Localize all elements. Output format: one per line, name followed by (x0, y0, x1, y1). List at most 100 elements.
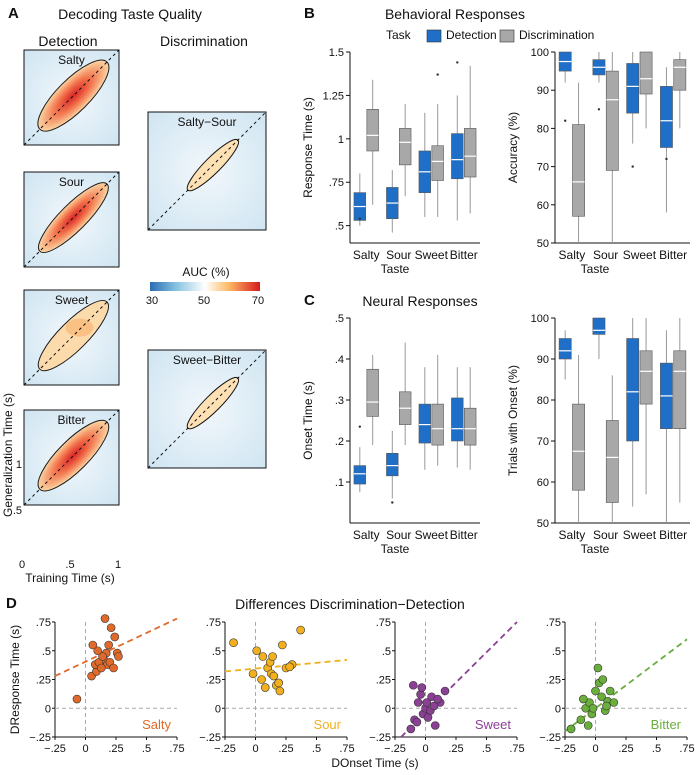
category-label: Sweet (415, 528, 449, 542)
taste-label: Sour (314, 717, 342, 732)
data-point (110, 632, 120, 642)
data-point (429, 701, 439, 711)
scatter-D-bitter: −.25−.25 0 0 .25 .25 .5 .5 .75 .75 Bitter (539, 617, 694, 755)
category-label: Bitter (450, 248, 478, 262)
box-discrimination (366, 368, 379, 417)
diagonal-line (23, 289, 120, 386)
x-tick-label: −.25 (554, 743, 576, 755)
data-point (597, 692, 606, 702)
box-detection (451, 397, 464, 442)
data-point (97, 663, 106, 673)
data-point (257, 675, 266, 684)
data-point (578, 694, 588, 704)
data-point (598, 675, 608, 684)
category-label: Sweet (623, 248, 657, 262)
discrimination-column-title: Discrimination (160, 33, 248, 49)
diagonal-line (23, 49, 120, 146)
legend-swatch-detection (426, 29, 442, 43)
y-tick-label: −.25 (369, 732, 391, 744)
c-left-taste-label: Taste (381, 542, 410, 556)
y-tick-label: .25 (36, 675, 51, 687)
box-discrimination (366, 109, 379, 152)
y-axis-label: Onset Time (s) (301, 381, 315, 460)
b-left-taste-label: Taste (381, 262, 410, 276)
panel-c-title: Neural Responses (362, 293, 477, 309)
box-detection (592, 317, 606, 335)
data-point (268, 652, 277, 661)
box-discrimination (464, 407, 477, 446)
data-point (106, 623, 116, 633)
disc-map-label: Sweet−Bitter (173, 353, 241, 367)
outlier-point (631, 165, 634, 168)
outlier-point (597, 108, 601, 111)
panel-a-ytick-1: 1 (16, 459, 22, 471)
box-discrimination (572, 124, 585, 217)
data-point (248, 669, 258, 679)
colorbar-gradient (150, 282, 260, 291)
disc-map-label: Salty−Sour (177, 115, 236, 129)
data-point (412, 717, 422, 727)
data-point (88, 640, 98, 650)
map-label-sour: Sour (59, 175, 84, 189)
y-axis-label: Accuracy (%) (506, 112, 520, 183)
y-axis-label: DResponse Time (s) (8, 625, 22, 734)
data-point (430, 721, 440, 730)
y-tick-label: 60 (537, 200, 549, 212)
panel-a-xlabel: Training Time (s) (25, 571, 115, 585)
box-detection (626, 63, 640, 114)
data-point (100, 614, 110, 623)
y-tick-label: .25 (206, 675, 221, 687)
outlier-point (456, 61, 459, 64)
y-tick-label: 50 (537, 518, 549, 530)
x-tick-label: 0 (82, 743, 88, 755)
data-point (72, 694, 82, 704)
data-point (408, 680, 418, 690)
y-tick-label: .2 (335, 436, 344, 448)
y-tick-label: 0 (45, 703, 51, 715)
box-discrimination (431, 403, 444, 446)
x-tick-label: 0 (422, 743, 428, 755)
category-label: Bitter (450, 528, 478, 542)
category-label: Sour (593, 528, 618, 542)
x-axis-label: DOnset Time (s) (331, 756, 418, 770)
category-label: Salty (353, 248, 380, 262)
y-tick-label: 0 (215, 703, 221, 715)
outlier-point (358, 425, 362, 428)
task-legend: Task Detection Discrimination (386, 28, 594, 43)
x-tick-label: .5 (142, 743, 151, 755)
box-detection (660, 86, 673, 148)
data-point (433, 694, 443, 704)
y-tick-label: −.25 (29, 732, 51, 744)
map-label-sweet: Sweet (55, 293, 89, 307)
y-tick-label: .4 (335, 354, 344, 366)
map-label-bitter: Bitter (57, 413, 85, 427)
data-point (583, 721, 593, 730)
x-tick-label: .5 (312, 743, 321, 755)
panel-a-xtick-mid: .5 (65, 559, 74, 571)
box-discrimination (605, 420, 619, 503)
y-tick-label: 1.25 (323, 90, 344, 102)
boxplot-B-acc: 50 60 70 80 90 100 Accuracy (%) Salty Sour Sweet B… (506, 47, 690, 262)
box-discrimination (399, 128, 412, 166)
diagonal-line (147, 349, 267, 469)
panel-a-ylabel: Generalization Time (s) (1, 393, 15, 517)
x-tick-label: .25 (618, 743, 633, 755)
detection-map-bitter: Bitter (23, 409, 120, 506)
x-tick-label: 0 (592, 743, 598, 755)
colorbar-tick-30: 30 (146, 295, 158, 307)
x-tick-label: .75 (509, 743, 524, 755)
data-point (114, 652, 123, 661)
box-discrimination (431, 145, 444, 181)
y-axis-label: Trials with Onset (%) (506, 365, 520, 476)
boxplot-B-rt: .5 .75 1 1.25 1.5 Response Time (s) Salty Sour S… (301, 47, 480, 262)
x-tick-label: .75 (169, 743, 184, 755)
data-point (258, 652, 268, 661)
legend-label-discrimination: Discrimination (519, 28, 594, 42)
boxplot-C-onset: .1 .2 .3 .4 .5 Onset Time (s) Salty Sour Sweet Bi… (301, 313, 480, 542)
category-label: Salty (559, 528, 586, 542)
y-tick-label: 80 (537, 123, 549, 135)
y-tick-label: 100 (531, 313, 549, 325)
box-detection (418, 403, 431, 444)
data-point (269, 671, 279, 681)
y-tick-label: .25 (376, 675, 391, 687)
